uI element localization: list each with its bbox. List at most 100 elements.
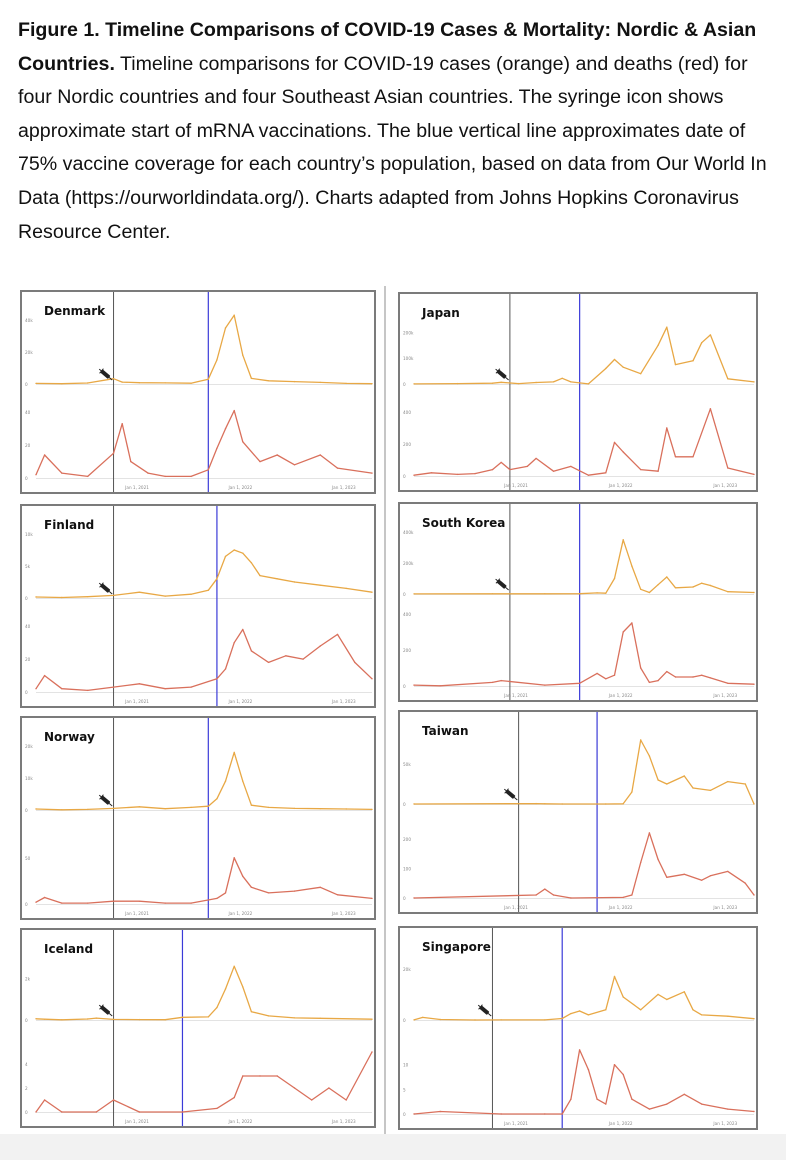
cases-data-point [753,803,755,805]
cases-data-point [233,751,235,754]
deaths-data-point [164,688,166,690]
cases-data-point [61,383,63,385]
cases-data-point [544,593,546,595]
cases-series-line [413,539,755,595]
syringe-icon [503,788,518,801]
deaths-data-point [456,473,459,476]
x-tick-label: Jan 1, 2021 [503,905,528,910]
deaths-data-point [709,408,712,410]
cases-data-point [319,381,321,384]
deaths-data-point [727,682,729,684]
deaths-data-point [622,896,624,899]
deaths-data-point [596,672,598,675]
cases-series-line [35,751,373,811]
cases-data-point [640,1009,642,1011]
deaths-data-point [622,1073,624,1076]
deaths-data-point [112,686,115,688]
deaths-data-point [674,676,677,678]
deaths-data-point [640,468,642,471]
deaths-data-point [276,1075,278,1077]
deaths-data-point [233,409,235,412]
x-tick-label: Jan 1, 2023 [712,905,737,910]
deaths-data-point [727,1108,729,1110]
deaths-data-point [224,428,227,430]
cases-data-point [413,1019,415,1021]
cases-series-line [35,549,373,599]
chart-title: Denmark [44,304,106,318]
cases-data-point [727,591,729,593]
cases-y-tick-label: 0 [25,808,28,813]
deaths-data-point [319,645,321,647]
x-tick-label: Jan 1, 2021 [503,693,528,698]
deaths-data-point [87,689,89,692]
cases-data-point [87,1018,89,1020]
x-tick-label: Jan 1, 2023 [712,483,737,488]
chart-svg: 400k 200k 0 400 200 0 Jan 1, 2021 Jan 1, 2022 Ja… [403,504,755,700]
deaths-data-point [190,686,192,688]
bottom-band [0,1134,786,1160]
cases-data-point [605,367,607,370]
cases-data-point [578,1010,581,1012]
deaths-data-point [328,1087,330,1089]
cases-y-tick-label: 0 [403,802,406,807]
cases-data-point [666,326,668,328]
cases-data-point [164,808,166,810]
deaths-data-point [181,1111,184,1113]
deaths-y-tick-label: 200 [403,442,411,447]
deaths-data-point [87,902,89,904]
x-tick-label: Jan 1, 2023 [331,911,356,916]
deaths-series-line [35,628,373,692]
cases-data-point [233,314,235,316]
cases-data-point [224,555,227,558]
cases-data-point [622,539,624,541]
deaths-data-point [293,464,296,466]
deaths-data-point [631,622,633,624]
chart-svg: 10k 5k 0 40 20 0 Jan 1, 2021 Jan 1, 2022 Jan 1, … [25,506,373,706]
deaths-data-point [61,902,63,904]
cases-data-point [692,586,694,588]
deaths-data-point [692,456,694,458]
deaths-data-point [570,465,572,468]
cases-data-point [43,1018,46,1020]
deaths-y-tick-label: 0 [403,684,406,689]
deaths-data-point [371,1051,373,1053]
deaths-data-point [302,658,304,660]
cases-data-point [250,377,253,380]
cases-data-point [224,780,227,782]
deaths-series-line [413,622,755,687]
cases-data-point [596,592,598,594]
cases-data-point [267,380,270,382]
syringe-icon [98,368,113,381]
cases-data-point [190,382,192,384]
cases-data-point [570,1012,572,1015]
cases-data-point [683,775,685,777]
chart-grid: Denmark 40k 20k 0 40 20 0 Jan 1, 2021 Jan 1, 202… [18,286,766,1134]
chart-svg: 2k 0 4 2 0 Jan 1, 2021 Jan 1, 2022 Jan 1, 2023 [25,930,373,1126]
deaths-y-tick-label: 0 [25,1110,28,1115]
deaths-data-point [613,441,616,444]
cases-data-point [413,593,415,595]
deaths-data-point [371,897,373,900]
deaths-data-point [709,875,712,877]
deaths-data-point [138,683,141,685]
x-tick-label: Jan 1, 2021 [503,483,528,488]
chart-panel-iceland: Iceland 2k 0 4 2 0 Jan 1, 2021 Jan 1, 2022 Jan 1… [20,928,376,1128]
x-tick-label: Jan 1, 2022 [608,483,633,488]
deaths-series-line [413,408,755,476]
deaths-data-point [500,679,502,682]
cases-data-point [267,1015,270,1017]
cases-data-point [224,988,227,990]
x-tick-label: Jan 1, 2021 [124,699,149,704]
cases-data-point [561,1017,563,1020]
cases-data-point [345,587,347,590]
cases-data-point [216,578,218,580]
deaths-y-tick-label: 200 [403,837,411,842]
cases-y-tick-label: 0 [25,596,28,601]
cases-data-point [701,582,703,584]
deaths-data-point [500,461,502,464]
x-tick-label: Jan 1, 2022 [228,699,253,704]
cases-data-point [578,593,581,595]
cases-data-point [544,1019,546,1021]
deaths-data-point [491,681,494,684]
deaths-data-point [121,423,123,425]
